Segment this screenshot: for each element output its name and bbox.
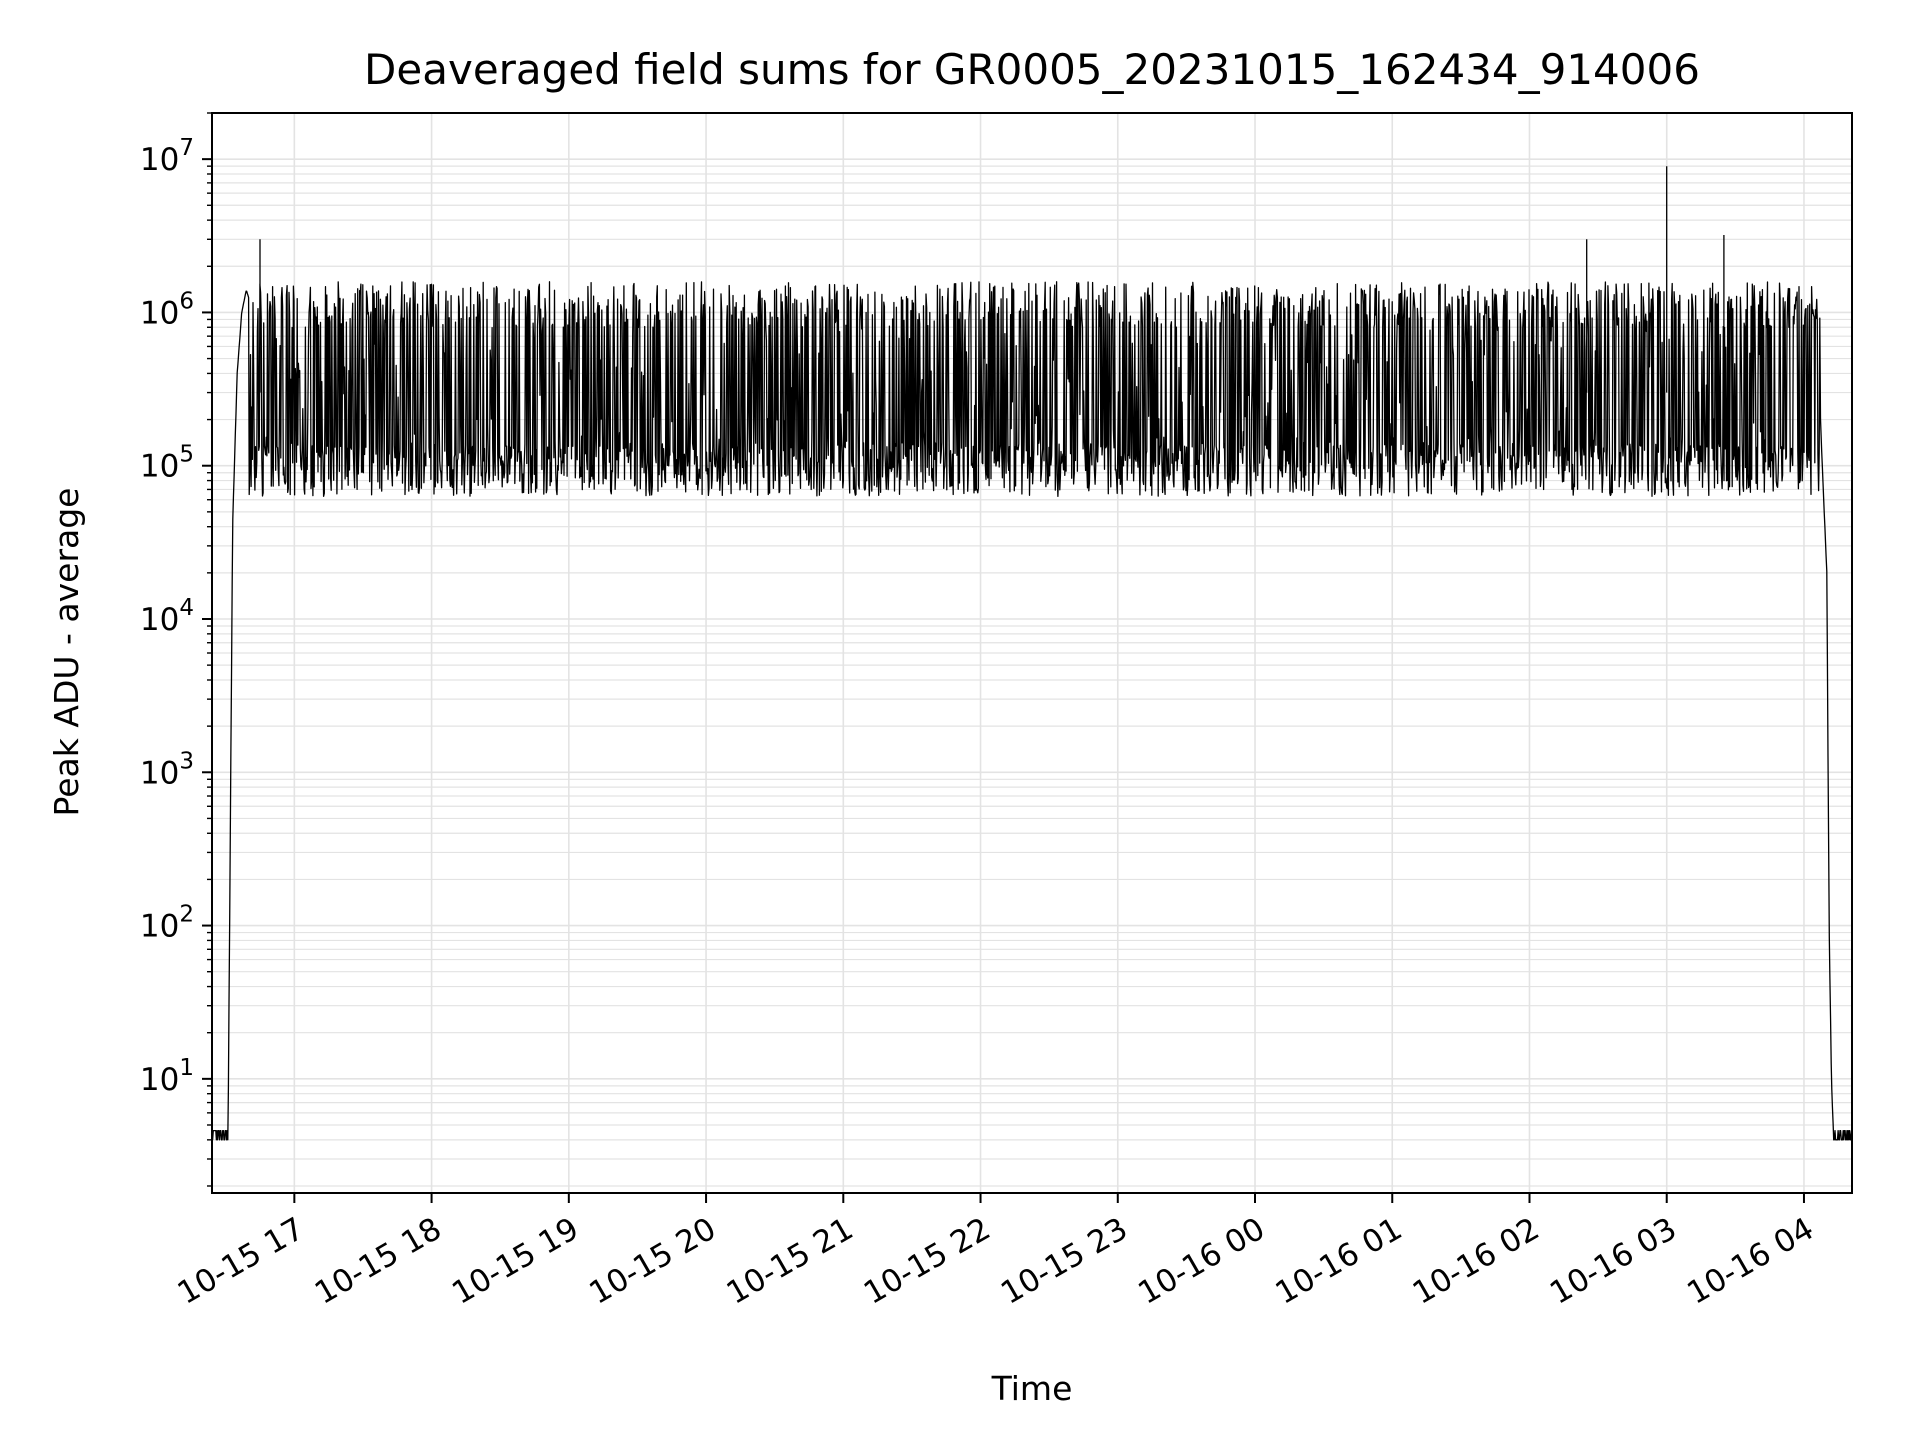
y-tick-label: 103 — [140, 748, 194, 791]
y-tick-label: 104 — [140, 595, 194, 638]
x-axis-label: Time — [991, 1369, 1073, 1408]
grid — [212, 112, 1852, 1193]
y-tick-label: 101 — [140, 1055, 194, 1098]
y-tick-label: 107 — [140, 135, 194, 178]
y-tick-label: 105 — [140, 442, 194, 485]
chart-title: Deaveraged field sums for GR0005_2023101… — [364, 45, 1700, 94]
y-tick-label: 102 — [140, 902, 194, 945]
y-tick-label: 106 — [140, 288, 194, 331]
y-axis-label: Peak ADU - average — [47, 488, 86, 817]
